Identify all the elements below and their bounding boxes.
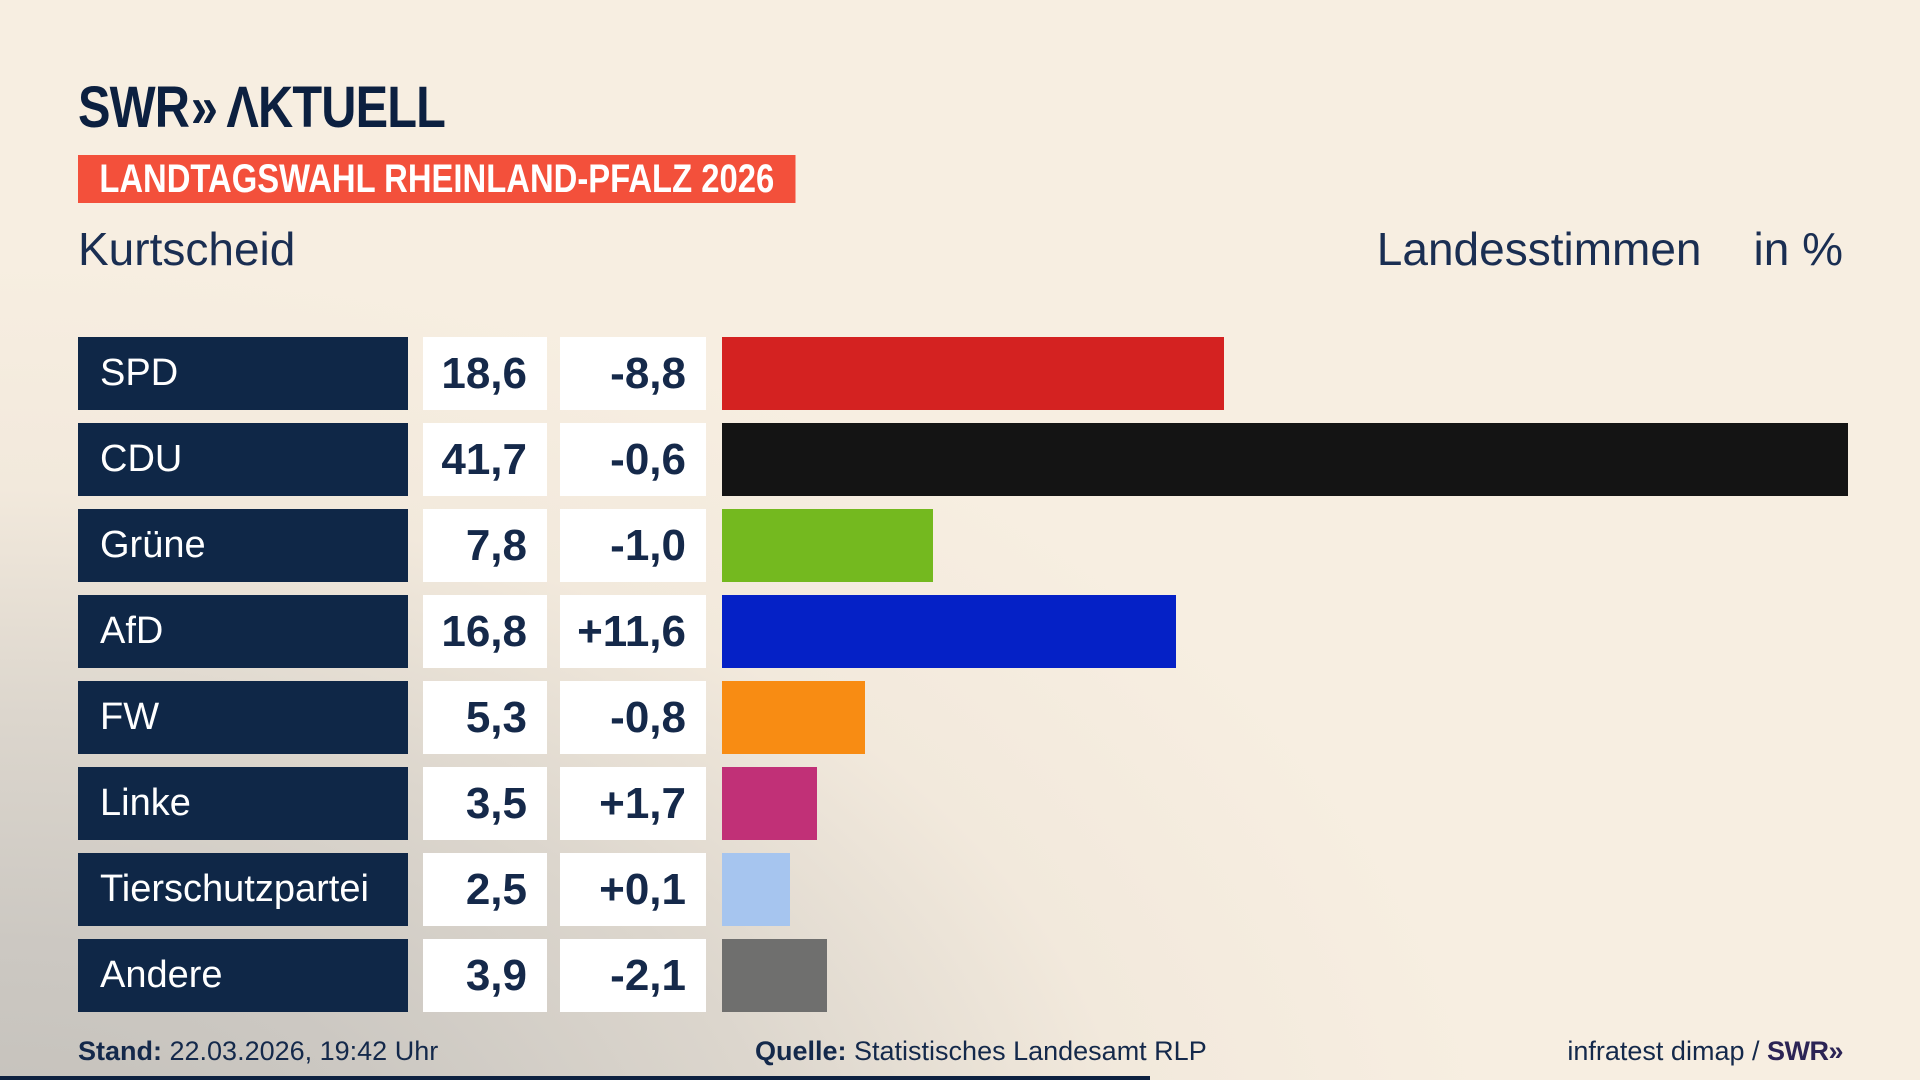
aktuell-logo-text: ΛKTUELL (226, 75, 446, 140)
double-chevron-icon: » (190, 75, 218, 140)
value-label: 41,7 (441, 434, 527, 484)
value-box: 2,5 (423, 853, 547, 926)
diff-box: +11,6 (560, 595, 706, 668)
result-bar (722, 509, 933, 582)
value-box: 16,8 (423, 595, 547, 668)
party-label-box: AfD (78, 595, 408, 668)
value-box: 18,6 (423, 337, 547, 410)
value-box: 5,3 (423, 681, 547, 754)
result-bar (722, 423, 1848, 496)
party-label-box: Tierschutzpartei (78, 853, 408, 926)
measure-label: Landesstimmen (1376, 223, 1702, 275)
table-row: SPD 18,6 -8,8 (78, 337, 1848, 410)
value-label: 2,5 (465, 864, 527, 914)
diff-label: -2,1 (610, 950, 686, 1000)
unit-label: in % (1753, 223, 1843, 275)
credit-note: infratest dimap / SWR» (1567, 1036, 1843, 1067)
party-label: SPD (100, 352, 179, 394)
source-note: Quelle: Statistisches Landesamt RLP (755, 1036, 1207, 1067)
value-label: 5,3 (465, 692, 527, 742)
diff-label: -8,8 (610, 348, 686, 398)
footer: Stand: 22.03.2026, 19:42 Uhr Quelle: Sta… (0, 1036, 1920, 1070)
value-label: 7,8 (465, 520, 527, 570)
result-bar (722, 337, 1224, 410)
value-label: 3,5 (465, 778, 527, 828)
diff-box: -8,8 (560, 337, 706, 410)
diff-box: -2,1 (560, 939, 706, 1012)
party-label-box: Linke (78, 767, 408, 840)
title-row: Kurtscheid Landesstimmen in % (78, 222, 1843, 275)
result-bar (722, 939, 827, 1012)
value-label: 16,8 (441, 606, 527, 656)
party-label: Linke (100, 782, 191, 824)
value-box: 7,8 (423, 509, 547, 582)
bottom-accent-strip (0, 1076, 1150, 1080)
diff-box: +0,1 (560, 853, 706, 926)
diff-label: +1,7 (599, 778, 686, 828)
result-bar (722, 595, 1176, 668)
election-banner: LANDTAGSWAHL RHEINLAND-PFALZ 2026 (78, 155, 796, 203)
quelle-value: Statistisches Landesamt RLP (846, 1036, 1207, 1066)
result-bar (722, 681, 865, 754)
table-row: CDU 41,7 -0,6 (78, 423, 1848, 496)
diff-label: -0,6 (610, 434, 686, 484)
table-row: FW 5,3 -0,8 (78, 681, 1848, 754)
party-label: Grüne (100, 524, 206, 566)
diff-box: -0,6 (560, 423, 706, 496)
table-row: Andere 3,9 -2,1 (78, 939, 1848, 1012)
measure-title: Landesstimmen in % (1377, 222, 1843, 276)
diff-box: -0,8 (560, 681, 706, 754)
stand-value: 22.03.2026, 19:42 Uhr (162, 1036, 439, 1066)
stand-label: Stand: (78, 1036, 162, 1066)
swr-credit-logo: SWR» (1766, 1036, 1844, 1066)
result-bar (722, 853, 790, 926)
party-label-box: SPD (78, 337, 408, 410)
party-label-box: Andere (78, 939, 408, 1012)
party-label-box: Grüne (78, 509, 408, 582)
party-label: CDU (100, 438, 183, 480)
value-box: 3,9 (423, 939, 547, 1012)
value-box: 41,7 (423, 423, 547, 496)
swr-logo-text: SWR (78, 75, 190, 140)
value-label: 18,6 (441, 348, 527, 398)
diff-label: -1,0 (610, 520, 686, 570)
value-label: 3,9 (465, 950, 527, 1000)
party-label: Tierschutzpartei (100, 868, 369, 910)
quelle-label: Quelle: (755, 1036, 847, 1066)
diff-box: -1,0 (560, 509, 706, 582)
diff-box: +1,7 (560, 767, 706, 840)
diff-label: -0,8 (610, 692, 686, 742)
party-label-box: FW (78, 681, 408, 754)
table-row: AfD 16,8 +11,6 (78, 595, 1848, 668)
municipality-title: Kurtscheid (78, 223, 296, 275)
swr-aktuell-logo: SWR» ΛKTUELL (78, 74, 446, 141)
credit-text: infratest dimap / (1567, 1036, 1767, 1066)
result-bar (722, 767, 817, 840)
table-row: Linke 3,5 +1,7 (78, 767, 1848, 840)
results-table: SPD 18,6 -8,8 CDU 41,7 -0,6 (78, 337, 1848, 1025)
party-label: AfD (100, 610, 164, 652)
value-box: 3,5 (423, 767, 547, 840)
stand-timestamp: Stand: 22.03.2026, 19:42 Uhr (78, 1036, 438, 1067)
party-label: FW (100, 696, 160, 738)
table-row: Tierschutzpartei 2,5 +0,1 (78, 853, 1848, 926)
diff-label: +0,1 (599, 864, 686, 914)
party-label-box: CDU (78, 423, 408, 496)
party-label: Andere (100, 954, 223, 996)
diff-label: +11,6 (577, 606, 686, 656)
table-row: Grüne 7,8 -1,0 (78, 509, 1848, 582)
